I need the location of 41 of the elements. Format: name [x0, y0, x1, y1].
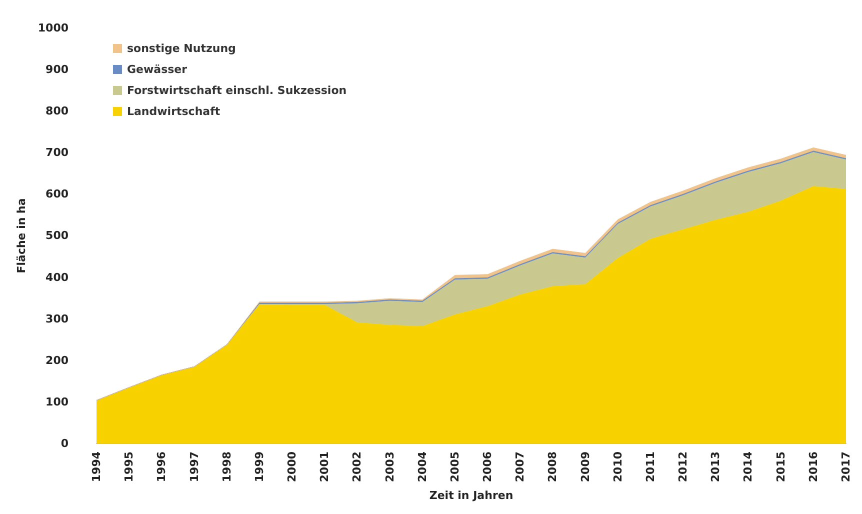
x-tick-label: 2011: [644, 451, 657, 482]
x-tick-label: 2015: [774, 451, 788, 482]
x-tick-label: 2005: [448, 451, 462, 482]
x-tick-label: 2009: [578, 451, 592, 482]
y-tick-label: 400: [46, 270, 69, 284]
x-tick-label: 2004: [416, 451, 429, 482]
x-tick-label: 2002: [350, 451, 364, 482]
x-tick-label: 1995: [122, 451, 136, 482]
x-tick-label: 1998: [220, 451, 234, 482]
x-tick-label: 2007: [514, 451, 527, 482]
y-tick-label: 300: [46, 312, 69, 326]
x-tick-label: 2016: [806, 451, 820, 482]
y-tick-label: 1000: [38, 22, 69, 34]
legend-label: Forstwirtschaft einschl. Sukzession: [127, 84, 347, 97]
y-tick-label: 0: [60, 436, 69, 450]
x-tick-label: 2014: [742, 451, 755, 482]
x-tick-label: 1994: [90, 451, 104, 482]
x-tick-label: 2013: [709, 451, 722, 482]
x-tick-label: 1999: [252, 451, 266, 482]
y-tick-label: 200: [46, 354, 69, 367]
y-tick-label: 700: [46, 146, 69, 160]
x-tick-label: 2017: [840, 451, 852, 482]
y-tick-label: 900: [46, 63, 69, 76]
legend-label: Gewässer: [127, 63, 188, 76]
x-tick-label: 1996: [155, 451, 168, 482]
y-tick-label: 800: [46, 104, 69, 118]
x-tick-label: 2010: [611, 451, 624, 482]
y-tick-label: 500: [46, 229, 69, 242]
x-tick-label: 2008: [546, 451, 560, 482]
y-tick-label: 600: [46, 188, 69, 201]
y-axis-title: Fläche in ha: [15, 198, 28, 274]
x-tick-label: 1997: [188, 451, 201, 482]
x-tick-label: 2003: [383, 451, 396, 482]
x-tick-label: 2001: [318, 451, 332, 482]
x-tick-label: 2000: [286, 451, 299, 482]
x-axis-title: Zeit in Jahren: [429, 489, 514, 502]
y-tick-label: 100: [46, 395, 69, 408]
x-tick-label: 2012: [676, 451, 690, 482]
x-tick-label: 2006: [481, 451, 494, 482]
legend-label: Landwirtschaft: [127, 105, 220, 118]
legend-label: sonstige Nutzung: [127, 42, 236, 55]
